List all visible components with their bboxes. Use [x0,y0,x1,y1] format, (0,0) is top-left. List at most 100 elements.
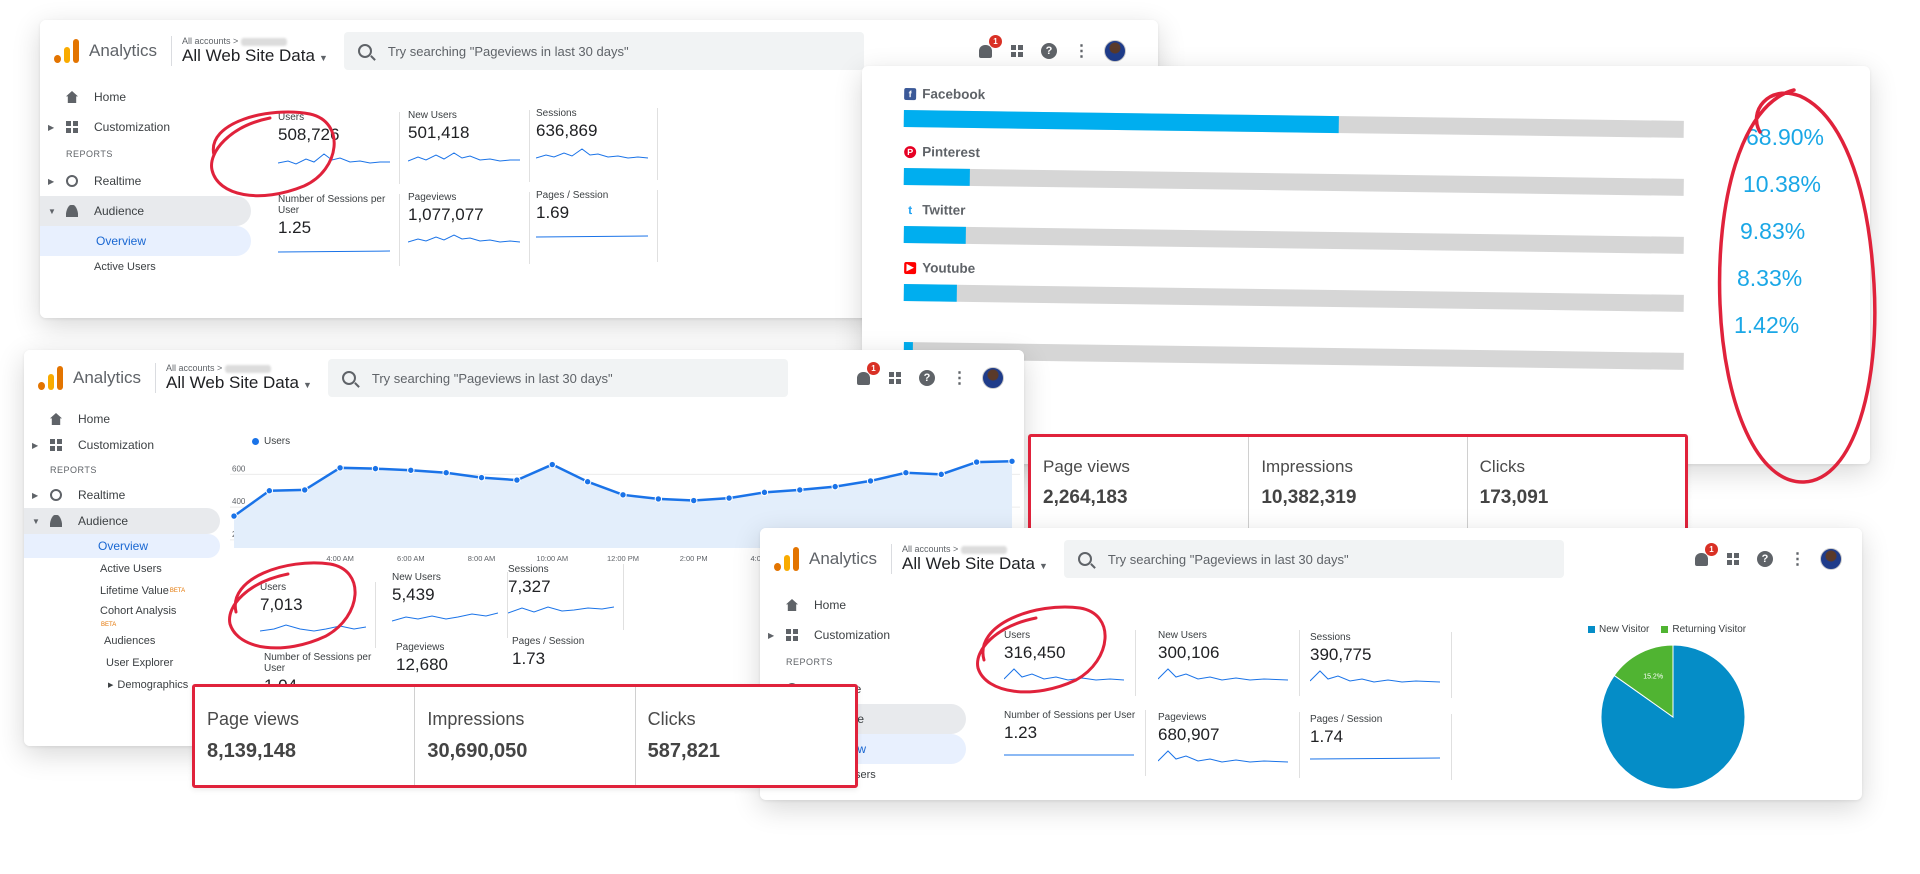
sidebar-item-customization[interactable]: ▶ Customization [32,438,155,452]
metric-sessions[interactable]: Sessions 636,869 [536,108,658,180]
reports-heading: REPORTS [50,465,97,475]
help-icon[interactable]: ? [918,369,936,387]
stat-page-views: Page views 8,139,148 [195,687,416,785]
avatar[interactable] [1820,548,1842,570]
sidebar-item-lifetime-value[interactable]: Lifetime Value BETA [100,585,186,597]
stats-box-top: Page views 2,264,183 Impressions 10,382,31… [1028,434,1688,532]
sidebar-item-audience[interactable]: ▼ Audience [40,196,251,226]
expand-arrow-icon: ▶ [48,122,55,132]
x-tick-label: 2:00 PM [680,554,708,563]
metric-pageviews[interactable]: Pageviews 1,077,077 [408,192,530,264]
users-data-point[interactable] [937,470,945,479]
sparkline [1158,668,1288,681]
notifications-icon[interactable]: 1 [976,35,1002,60]
social-bar-fill [903,283,957,302]
users-data-point[interactable] [972,458,981,466]
social-name: Facebook [922,86,986,103]
metric-new-users[interactable]: New Users 300,106 [1158,630,1300,696]
account-selector[interactable]: All accounts > All Web Site Data ▼ [902,544,1048,573]
more-options-icon[interactable]: ⋮ [951,370,968,387]
users-data-point[interactable] [548,460,556,469]
sidebar-item-realtime[interactable]: ▶ Realtime [48,174,142,188]
metric-pages-per-session[interactable]: Pages / Session 1.73 [512,636,585,668]
sidebar-item-active-users[interactable]: Active Users [94,261,156,273]
users-data-point[interactable] [796,486,804,494]
users-data-point[interactable] [301,486,309,494]
clock-icon [66,175,78,187]
sidebar-item-customization[interactable]: ▶ Customization [48,120,171,134]
sparkline [260,624,366,632]
account-selector[interactable]: All accounts > All Web Site Data ▼ [166,363,312,392]
social-bar-fill [903,225,967,244]
account-selector[interactable]: All accounts > All Web Site Data ▼ [182,36,328,65]
sidebar-item-customization[interactable]: ▶ Customization [768,628,891,642]
users-data-point[interactable] [902,469,910,477]
search-input[interactable]: Try searching "Pageviews in last 30 days… [1063,540,1564,578]
users-data-point[interactable] [265,487,274,495]
users-data-point[interactable] [336,464,344,472]
search-input[interactable]: Try searching "Pageviews in last 30 days… [343,32,864,70]
more-options-icon[interactable]: ⋮ [1073,43,1090,60]
social-label: t Twitter [904,202,965,218]
users-data-point[interactable] [513,476,521,484]
metric-pageviews[interactable]: Pageviews 12,680 [396,642,448,674]
metric-users[interactable]: Users 316,450 [1004,630,1136,696]
users-data-point[interactable] [230,512,238,520]
users-data-point[interactable] [1008,457,1016,465]
pie-slice-returning-visitor[interactable] [1613,644,1674,718]
sidebar-item-user-explorer[interactable]: User Explorer [106,657,174,669]
users-data-point[interactable] [831,482,839,491]
metric-pageviews[interactable]: Pageviews 680,907 [1158,712,1300,778]
avatar[interactable] [982,367,1004,389]
users-data-point[interactable] [477,473,486,482]
search-input[interactable]: Try searching "Pageviews in last 30 days… [327,359,788,397]
notifications-icon[interactable]: 1 [1692,543,1718,568]
metric-users[interactable]: Users 7,013 [260,582,376,648]
search-icon [341,371,356,385]
sidebar-item-active-users[interactable]: Active Users [100,563,162,575]
more-options-icon[interactable]: ⋮ [1789,551,1806,568]
users-data-point[interactable] [866,477,875,485]
users-data-point[interactable] [619,491,627,499]
metric-users[interactable]: Users 508,726 [278,112,400,184]
sidebar-item-audiences[interactable]: Audiences [104,635,156,647]
metric-sessions-per-user[interactable]: Number of Sessions per User 1.25 [278,194,400,266]
social-name: Pinterest [922,144,981,161]
notifications-icon[interactable]: 1 [854,362,880,387]
sparkline [408,234,520,243]
sidebar-item-overview[interactable]: Overview [40,226,251,256]
apps-icon[interactable] [1724,550,1742,568]
apps-icon[interactable] [886,369,904,387]
sidebar-item-audience[interactable]: ▼ Audience [24,508,220,534]
sidebar-item-realtime[interactable]: ▶ Realtime [32,488,126,502]
metric-sessions[interactable]: Sessions 7,327 [508,564,624,630]
users-data-point[interactable] [407,466,415,474]
help-icon[interactable]: ? [1756,550,1774,568]
users-data-point[interactable] [760,488,769,497]
metric-sessions-per-user[interactable]: Number of Sessions per User 1.23 [1004,710,1146,776]
users-data-point[interactable] [583,478,592,486]
collapse-arrow-icon: ▼ [32,516,40,526]
metric-sessions[interactable]: Sessions 390,775 [1310,632,1452,698]
apps-icon[interactable] [1008,42,1026,60]
users-data-point[interactable] [690,496,698,505]
users-data-point[interactable] [725,494,733,502]
social-percent: 68.90% [1746,124,1825,150]
sidebar-item-overview[interactable]: Overview [24,534,220,558]
avatar[interactable] [1104,40,1126,62]
users-data-point[interactable] [371,464,380,473]
sidebar-item-demographics[interactable]: ▶ Demographics [108,679,189,691]
sidebar-item-home[interactable]: Home [760,590,980,620]
users-data-point[interactable] [442,469,450,477]
metric-pages-per-session[interactable]: Pages / Session 1.74 [1310,714,1452,780]
help-icon[interactable]: ? [1040,42,1058,60]
metric-new-users[interactable]: New Users 5,439 [392,572,508,638]
users-data-point[interactable] [654,495,663,503]
sidebar-item-cohort-analysis[interactable]: Cohort Analysis [100,605,177,617]
metric-pages-per-session[interactable]: Pages / Session 1.69 [536,190,658,262]
customization-icon [786,629,798,641]
sidebar-item-home[interactable]: Home [24,406,234,432]
metric-new-users[interactable]: New Users 501,418 [408,110,530,182]
sidebar-item-home[interactable]: Home [40,82,265,112]
